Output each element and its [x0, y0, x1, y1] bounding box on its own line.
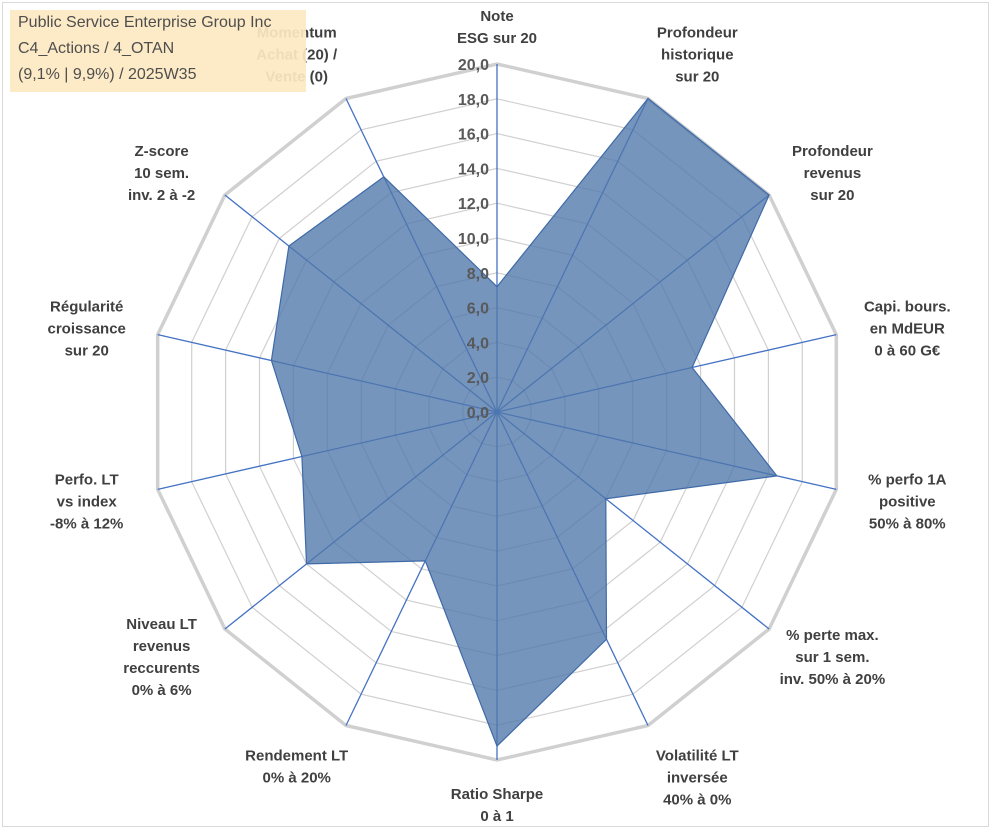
tick-label: 14,0 — [458, 161, 489, 178]
axis-label-line: Niveau LT — [126, 616, 197, 633]
axis-label: Ratio Sharpe 0 à 1 — [451, 786, 544, 825]
axis-label-line: Note — [480, 8, 513, 25]
tick-label: 20,0 — [458, 57, 489, 74]
tick-label: 8,0 — [467, 266, 489, 283]
axis-label: Niveau LT revenus reccurents 0% à 6% — [123, 616, 200, 699]
radial-tick-labels: 0,0 2,0 4,0 6,0 8,0 10,0 12,0 14,0 16,0 18,0 20,0 — [458, 57, 489, 422]
category-line: C4_Actions / 4_OTAN — [18, 40, 175, 57]
axis-label-line: 0 à 60 G€ — [874, 343, 941, 360]
axis-label-line: ESG sur 20 — [457, 30, 537, 47]
axis-label: Profondeur revenus sur 20 — [792, 143, 873, 204]
tick-label: 4,0 — [467, 335, 489, 352]
axis-label-line: historique — [661, 46, 734, 63]
axis-label-line: en MdEUR — [870, 321, 945, 338]
axis-label: Capi. bours. en MdEUR 0 à 60 G€ — [864, 299, 951, 360]
axis-label: Volatilité LT inversée 40% à 0% — [656, 748, 739, 809]
tick-label: 12,0 — [458, 196, 489, 213]
axis-label-line: sur 20 — [810, 187, 854, 204]
tick-label: 16,0 — [458, 127, 489, 144]
tick-label: 10,0 — [458, 231, 489, 248]
axis-label-line: inv. 50% à 20% — [780, 671, 886, 688]
tick-label: 0,0 — [467, 405, 489, 422]
company-name: Public Service Enterprise Group Inc — [18, 14, 272, 31]
axis-label-line: % perfo 1A — [868, 471, 947, 488]
axis-label-line: 0% à 20% — [263, 770, 331, 787]
axis-label-line: Volatilité LT — [656, 748, 739, 765]
axis-label-line: positive — [879, 493, 936, 510]
axis-label-line: sur 20 — [675, 68, 719, 85]
axis-label-line: Profondeur — [792, 143, 873, 160]
tick-label: 6,0 — [467, 301, 489, 318]
axis-labels: Note ESG sur 20 Profondeur historique sur 20… — [48, 8, 951, 825]
axis-label-line: sur 20 — [65, 343, 109, 360]
axis-label: % perfo 1A positive 50% à 80% — [868, 471, 947, 532]
axis-label-line: croissance — [48, 321, 126, 338]
axis-label-line: 50% à 80% — [869, 515, 946, 532]
tick-label: 18,0 — [458, 92, 489, 109]
axis-label-line: Z-score — [135, 143, 189, 160]
axis-label-line: % perte max. — [786, 627, 879, 644]
axis-label-line: inversée — [667, 770, 728, 787]
axis-label-line: 10 sem. — [134, 165, 189, 182]
axis-label: Rendement LT 0% à 20% — [245, 748, 348, 787]
axis-label: % perte max. sur 1 sem. inv. 50% à 20% — [780, 627, 886, 688]
axis-label-line: vs index — [57, 493, 118, 510]
axis-label-line: -8% à 12% — [50, 515, 123, 532]
axis-label-line: inv. 2 à -2 — [128, 187, 195, 204]
axis-label: Z-score 10 sem. inv. 2 à -2 — [128, 143, 195, 204]
radar-series — [270, 97, 779, 748]
axis-label: Perfo. LT vs index -8% à 12% — [50, 471, 123, 532]
series-area — [270, 97, 779, 748]
axis-label: Régularité croissance sur 20 — [48, 299, 126, 360]
stats-line: (9,1% | 9,9%) / 2025W35 — [18, 66, 197, 83]
axis-label-line: Ratio Sharpe — [451, 786, 544, 803]
axis-label-line: reccurents — [123, 660, 200, 677]
axis-label-line: 0% à 6% — [132, 682, 192, 699]
axis-label-line: Capi. bours. — [864, 299, 951, 316]
axis-label-line: revenus — [804, 165, 862, 182]
axis-label-line: 0 à 1 — [480, 808, 513, 825]
axis-label-line: Profondeur — [657, 24, 738, 41]
axis-label-line: sur 1 sem. — [795, 649, 869, 666]
axis-label-line: Rendement LT — [245, 748, 348, 765]
axis-label: Note ESG sur 20 — [457, 8, 537, 47]
axis-label: Profondeur historique sur 20 — [657, 24, 738, 85]
axis-label-line: Perfo. LT — [55, 471, 119, 488]
info-box: Public Service Enterprise Group Inc C4_A… — [10, 10, 306, 92]
axis-label-line: revenus — [133, 638, 191, 655]
tick-label: 2,0 — [467, 370, 489, 387]
axis-label-line: 40% à 0% — [663, 792, 731, 809]
axis-label-line: Régularité — [50, 299, 123, 316]
